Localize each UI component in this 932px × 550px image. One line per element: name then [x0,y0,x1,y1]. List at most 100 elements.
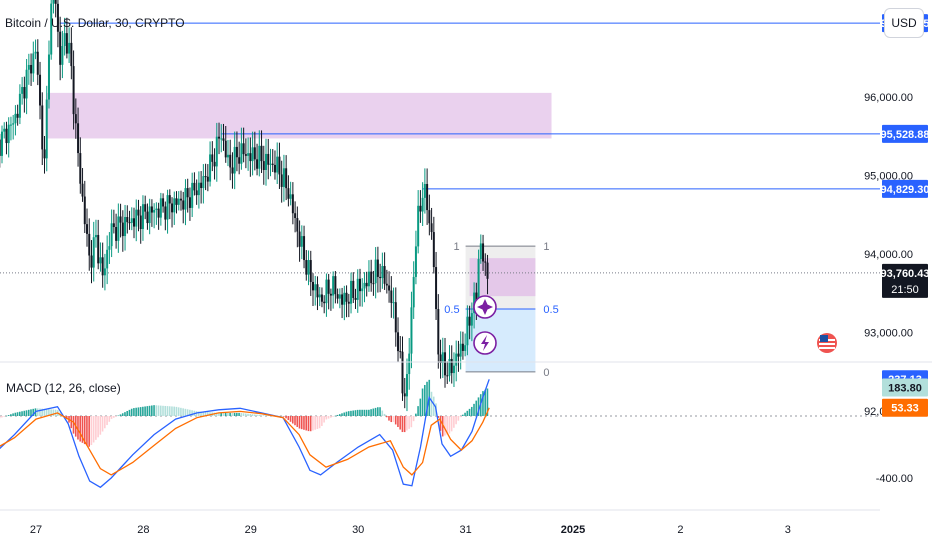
candle [213,161,216,167]
candle [68,42,71,54]
macd-histogram-bar [470,406,473,416]
macd-histogram-bar [16,412,19,416]
fibonacci-retracement[interactable]: 1 0.5 1 0.5 0 [444,241,558,379]
macd-histogram-bar [459,416,462,418]
candle [195,190,198,196]
candle [309,260,312,282]
macd-histogram-bar [289,416,292,422]
time-axis[interactable]: 27 28 29 30 31 2025 2 3 [0,509,880,536]
macd-histogram-bar [5,415,8,417]
candle [327,279,330,294]
candle [336,294,339,299]
candle [124,217,127,237]
macd-histogram-bar [79,416,82,442]
macd-histogram-bar [1,416,3,418]
candle [94,234,97,238]
macd-pane[interactable] [0,379,880,489]
macd-histogram-bar [115,416,117,417]
macd-histogram-bar [406,416,408,431]
macd-histogram-bar [307,416,310,432]
macd-histogram-bar [258,414,261,416]
candle [21,87,24,94]
candle [419,205,422,212]
macd-histogram-bar [155,405,158,416]
macd-histogram-bar [334,415,337,417]
candle [370,271,373,284]
candle [318,294,321,298]
chart-title: Bitcoin / U.S. Dollar, 30, CRYPTO [5,16,185,30]
candle [144,204,147,212]
macd-histogram-bar [50,409,52,416]
macd-histogram-bar [338,414,341,416]
macd-histogram-bar [104,416,106,429]
macd-histogram-bar [437,416,440,418]
macd-histogram-bar [419,398,422,416]
candle [379,276,382,279]
level-price-badge: 95,528.88 [881,129,930,141]
candle [403,393,406,397]
macd-histogram-bar [417,406,419,416]
candle [320,294,323,302]
price-tick-label: 96,000.00 [864,92,913,104]
macd-histogram-bar [177,407,180,416]
macd-histogram-bar [321,416,323,426]
candle [188,197,191,208]
macd-histogram-bar [227,412,229,416]
candle [133,218,136,227]
candle [90,255,93,268]
macd-histogram-bar [52,409,55,416]
macd-histogram-bar [446,416,448,435]
candle [164,206,167,220]
horizontal-levels[interactable] [59,22,880,190]
macd-histogram-bar [128,409,131,416]
candle [247,153,250,156]
candle [421,197,424,212]
level-price-badge: 94,829.30 [881,184,930,196]
sparkle-marker-icon[interactable] [473,295,497,319]
candle [166,195,169,220]
candle [103,268,106,276]
macd-histogram-bar [392,416,395,422]
macd-histogram-bar [81,416,84,443]
candle [249,153,252,162]
macd-histogram-bar [126,411,129,416]
candle [50,3,53,55]
candle [16,113,19,118]
lightning-marker-icon[interactable] [473,331,497,355]
us-flag-icon[interactable] [817,333,837,353]
candle [34,51,37,54]
currency-button[interactable]: USD [884,8,924,38]
macd-histogram-bar [135,407,137,416]
macd-histogram-bar [285,416,287,419]
candle [56,3,59,32]
macd-histogram-bar [191,410,193,416]
candle [106,249,109,269]
macd-histogram-bar [267,415,269,416]
candle [182,200,185,210]
candle [282,168,285,187]
candle [63,33,66,47]
macd-histogram-bar [164,405,167,416]
chart-markers[interactable] [473,295,837,355]
candle [269,163,272,165]
macd-histogram-bar [41,408,43,416]
macd-histogram-bar [287,416,290,421]
candle [392,302,395,304]
candle [256,159,259,169]
macd-histogram-bar [309,416,312,432]
macd-histogram-bar [399,416,401,430]
candle [300,236,303,247]
macd-histogram-bar [394,416,397,425]
candle [278,156,281,175]
candle [191,182,194,208]
macd-histogram-bar [475,400,478,416]
candle [7,124,10,144]
macd-histogram-bar [144,406,146,416]
candle [399,351,402,353]
candle [305,260,308,275]
candle [229,154,232,168]
candle [428,210,431,224]
time-tick-label: 2 [677,524,683,536]
candle [455,353,458,366]
